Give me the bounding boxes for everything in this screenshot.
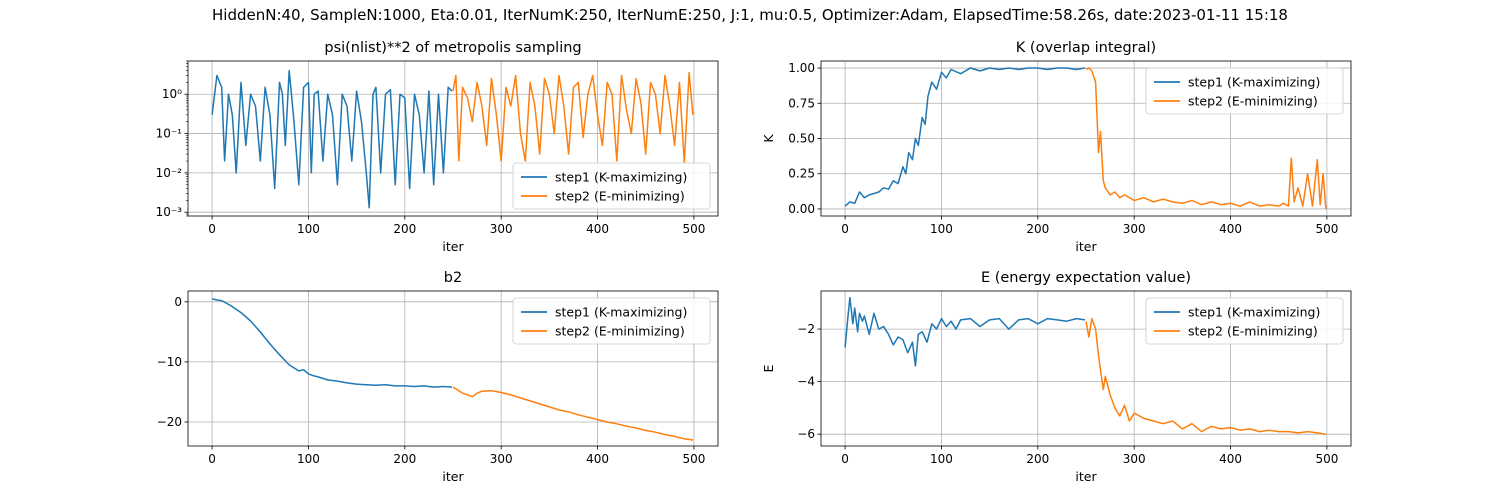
y-tick-label: 0.75 bbox=[788, 96, 815, 110]
chart-psi: 0 100 200 300 400 500 10⁻³ 10⁻² 10⁻¹ 10⁰ psi(nlist… bbox=[156, 40, 719, 254]
legend-entry: step2 (E-minimizing) bbox=[555, 324, 685, 339]
x-tick-label: 500 bbox=[682, 452, 705, 466]
x-tick-label: 100 bbox=[930, 452, 953, 466]
x-tick-label: 0 bbox=[841, 452, 849, 466]
chart-K: 0 100 200 300 400 500 0.00 0.25 0.50 0.75 1.00 K (o… bbox=[761, 40, 1352, 254]
y-tick-label: −2 bbox=[797, 322, 815, 336]
y-tick-label: 10⁰ bbox=[162, 87, 182, 101]
y-tick-label: 10⁻¹ bbox=[156, 127, 183, 141]
x-tick-label: 200 bbox=[1026, 452, 1049, 466]
series-line-2 bbox=[452, 72, 694, 164]
y-tick-label: −4 bbox=[797, 375, 815, 389]
chart-b2: 0 100 200 300 400 500 0 −10 −20 b2 iter step1 (K-ma… bbox=[157, 270, 719, 484]
legend-entry: step1 (K-maximizing) bbox=[1188, 75, 1320, 90]
legend: step1 (K-maximizing) step2 (E-minimizing) bbox=[512, 297, 711, 345]
x-tick-label: 100 bbox=[930, 222, 953, 236]
legend-box bbox=[1145, 297, 1344, 345]
series-line-1 bbox=[211, 298, 453, 388]
x-tick-label: 200 bbox=[1026, 222, 1049, 236]
axes-frame bbox=[187, 290, 719, 447]
x-tick-label: 300 bbox=[1123, 222, 1146, 236]
legend-entry: step1 (K-maximizing) bbox=[1188, 305, 1320, 320]
y-tick-label: 0 bbox=[174, 295, 182, 309]
x-tick-label: 500 bbox=[1315, 222, 1338, 236]
legend-entry: step1 (K-maximizing) bbox=[555, 170, 687, 185]
x-tick-label: 100 bbox=[297, 222, 320, 236]
legend: step1 (K-maximizing) step2 (E-minimizing) bbox=[1145, 297, 1344, 345]
chart-E: 0 100 200 300 400 500 −2 −4 −6 E (energy expectat… bbox=[761, 270, 1352, 484]
x-tick-label: 300 bbox=[490, 452, 513, 466]
x-tick-label: 400 bbox=[586, 222, 609, 236]
x-axis-label: iter bbox=[442, 239, 464, 254]
x-tick-label: 0 bbox=[208, 222, 216, 236]
legend: step1 (K-maximizing) step2 (E-minimizing) bbox=[1145, 67, 1344, 115]
y-tick-label: −10 bbox=[157, 355, 182, 369]
legend-box bbox=[512, 162, 711, 210]
x-tick-label: 300 bbox=[490, 222, 513, 236]
chart-title: b2 bbox=[444, 270, 462, 286]
series-line-1 bbox=[844, 67, 1086, 207]
x-tick-label: 200 bbox=[393, 222, 416, 236]
y-tick-label: 0.50 bbox=[788, 132, 815, 146]
legend: step1 (K-maximizing) step2 (E-minimizing) bbox=[512, 162, 711, 210]
chart-title: E (energy expectation value) bbox=[981, 270, 1191, 286]
legend-box bbox=[512, 297, 711, 345]
x-tick-label: 500 bbox=[1315, 452, 1338, 466]
series-line-2 bbox=[1085, 317, 1327, 435]
chart-title: psi(nlist)**2 of metropolis sampling bbox=[324, 40, 581, 56]
figure-suptitle: HiddenN:40, SampleN:1000, Eta:0.01, Iter… bbox=[212, 6, 1288, 24]
chart-title: K (overlap integral) bbox=[1016, 40, 1156, 56]
x-tick-label: 400 bbox=[1219, 222, 1242, 236]
y-axis-label: K bbox=[761, 134, 776, 143]
axes-frame bbox=[187, 60, 719, 217]
x-tick-label: 400 bbox=[586, 452, 609, 466]
y-tick-label: 10⁻² bbox=[156, 166, 183, 180]
y-axis-label: E bbox=[761, 364, 776, 372]
y-tick-label: −20 bbox=[157, 415, 182, 429]
legend-entry: step2 (E-minimizing) bbox=[1188, 94, 1318, 109]
legend-entry: step1 (K-maximizing) bbox=[555, 305, 687, 320]
x-tick-label: 300 bbox=[1123, 452, 1146, 466]
x-axis-label: iter bbox=[1075, 469, 1097, 484]
series-line-1 bbox=[211, 69, 453, 209]
y-tick-label: 0.25 bbox=[788, 167, 815, 181]
y-tick-label: 0.00 bbox=[788, 202, 815, 216]
y-tick-label: 1.00 bbox=[788, 61, 815, 75]
x-tick-label: 400 bbox=[1219, 452, 1242, 466]
x-tick-label: 100 bbox=[297, 452, 320, 466]
x-axis-label: iter bbox=[442, 469, 464, 484]
series-line-1 bbox=[844, 296, 1086, 367]
series-line-2 bbox=[1085, 67, 1327, 210]
axes-frame bbox=[820, 290, 1352, 447]
legend-entry: step2 (E-minimizing) bbox=[555, 189, 685, 204]
series-line-2 bbox=[452, 386, 694, 441]
x-axis-label: iter bbox=[1075, 239, 1097, 254]
legend-entry: step2 (E-minimizing) bbox=[1188, 324, 1318, 339]
y-tick-label: −6 bbox=[797, 427, 815, 441]
x-tick-label: 200 bbox=[393, 452, 416, 466]
x-tick-label: 0 bbox=[841, 222, 849, 236]
y-tick-label: 10⁻³ bbox=[156, 205, 183, 219]
legend-box bbox=[1145, 67, 1344, 115]
x-tick-label: 0 bbox=[208, 452, 216, 466]
x-tick-label: 500 bbox=[682, 222, 705, 236]
